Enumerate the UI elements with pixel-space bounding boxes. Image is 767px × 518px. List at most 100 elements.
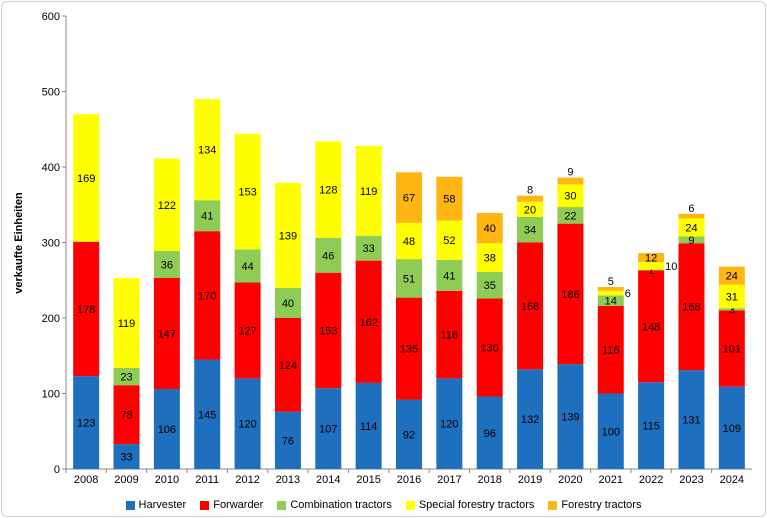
data-label: 41	[443, 270, 455, 282]
bar-segment	[678, 218, 705, 237]
bar-segment	[274, 318, 301, 412]
data-label: 153	[238, 187, 256, 199]
bar-segment	[396, 172, 422, 223]
x-tick-label: 2017	[437, 474, 461, 486]
x-tick-label: 2019	[518, 474, 542, 486]
bar-segment	[194, 200, 221, 232]
data-label: 131	[682, 415, 700, 427]
bar-segment	[194, 359, 221, 469]
y-tick-label: 400	[42, 162, 60, 174]
bar-segment	[476, 298, 503, 397]
bar-segment	[557, 223, 584, 365]
legend-label: Forwarder	[213, 499, 264, 511]
data-label: 40	[282, 298, 294, 310]
x-tick-label: 2010	[155, 474, 179, 486]
data-label: 153	[319, 325, 337, 337]
legend-label: Forestry tractors	[561, 499, 642, 511]
data-label: 139	[561, 412, 579, 424]
data-label: 148	[642, 321, 660, 333]
data-label: 41	[201, 211, 213, 223]
x-tick-label: 2014	[316, 474, 340, 486]
bar-segment	[234, 133, 261, 250]
x-tick-label: 2012	[235, 474, 259, 486]
bar-segment	[396, 297, 422, 400]
data-label: 145	[198, 409, 216, 421]
legend: Harvester Forwarder Combination tractors Sp…	[0, 499, 767, 511]
x-tick-label: 2009	[114, 474, 138, 486]
bar-segment	[274, 182, 301, 288]
data-label: 168	[682, 302, 700, 314]
data-label: 122	[158, 200, 176, 212]
data-label: 67	[403, 193, 415, 205]
bar-segment	[517, 216, 544, 243]
data-label: 123	[77, 418, 95, 430]
data-label: 34	[524, 225, 536, 237]
data-label: 6	[688, 203, 694, 215]
bar-segment	[355, 235, 382, 261]
data-label: 40	[484, 223, 496, 235]
data-label: 120	[238, 419, 256, 431]
bar-segment	[476, 271, 503, 299]
x-tick-label: 2011	[195, 474, 219, 486]
bar-segment	[436, 176, 463, 221]
data-label: 147	[158, 328, 176, 340]
bar-segment	[396, 399, 422, 469]
legend-item: Combination tractors	[277, 499, 392, 511]
y-tick-label: 500	[42, 87, 60, 99]
data-label: 124	[279, 360, 297, 372]
bar-segment	[113, 277, 140, 368]
data-label: 139	[279, 230, 297, 242]
data-label: 58	[443, 194, 455, 206]
y-tick-label: 100	[42, 389, 60, 401]
x-tick-label: 2023	[679, 474, 703, 486]
bar-segment	[355, 260, 382, 383]
bar-segment	[597, 295, 624, 306]
data-label: 44	[241, 261, 253, 273]
bar-segment	[234, 249, 261, 283]
bar-segment	[718, 284, 745, 309]
legend-swatch	[277, 500, 287, 510]
bar-segment	[557, 364, 584, 469]
bar-segment	[153, 388, 180, 469]
bar-segment	[113, 444, 140, 469]
x-tick-label: 2015	[356, 474, 380, 486]
bar-segment	[638, 270, 665, 383]
bar-segment	[274, 411, 301, 469]
data-label: 127	[238, 325, 256, 337]
data-label: 20	[524, 204, 536, 216]
bar-segment	[73, 376, 100, 469]
data-label: 33	[120, 452, 132, 464]
bar-segment	[718, 386, 745, 469]
bar-segment	[476, 213, 503, 244]
bar-segment	[315, 141, 342, 238]
data-label: 76	[282, 435, 294, 447]
data-label: 92	[403, 429, 415, 441]
data-label: 8	[527, 185, 533, 197]
legend-label: Harvester	[138, 499, 187, 511]
x-tick-label: 2021	[599, 474, 623, 486]
x-tick-label: 2022	[639, 474, 663, 486]
data-label: 107	[319, 424, 337, 436]
data-label: 14	[605, 296, 617, 308]
data-label: 162	[359, 317, 377, 329]
data-label: 48	[403, 236, 415, 248]
data-label: 12	[645, 253, 657, 265]
bar-segment	[597, 393, 624, 469]
data-label: 38	[484, 253, 496, 265]
data-label: 36	[161, 259, 173, 271]
bar-segment	[718, 310, 745, 387]
y-tick-label: 600	[42, 11, 60, 23]
bar-segment	[678, 236, 705, 244]
data-label: 100	[602, 426, 620, 438]
legend-label: Special forestry tractors	[418, 499, 535, 511]
data-label: 46	[322, 250, 334, 262]
y-axis-label: verkaufte Einheiten	[13, 192, 25, 294]
bar-segment	[73, 114, 100, 242]
y-tick-label: 0	[54, 464, 60, 476]
x-tick-label: 2018	[477, 474, 501, 486]
data-label: 170	[198, 290, 216, 302]
x-tick-label: 2013	[276, 474, 300, 486]
data-label: 23	[120, 372, 132, 384]
bar-segment	[638, 262, 665, 270]
